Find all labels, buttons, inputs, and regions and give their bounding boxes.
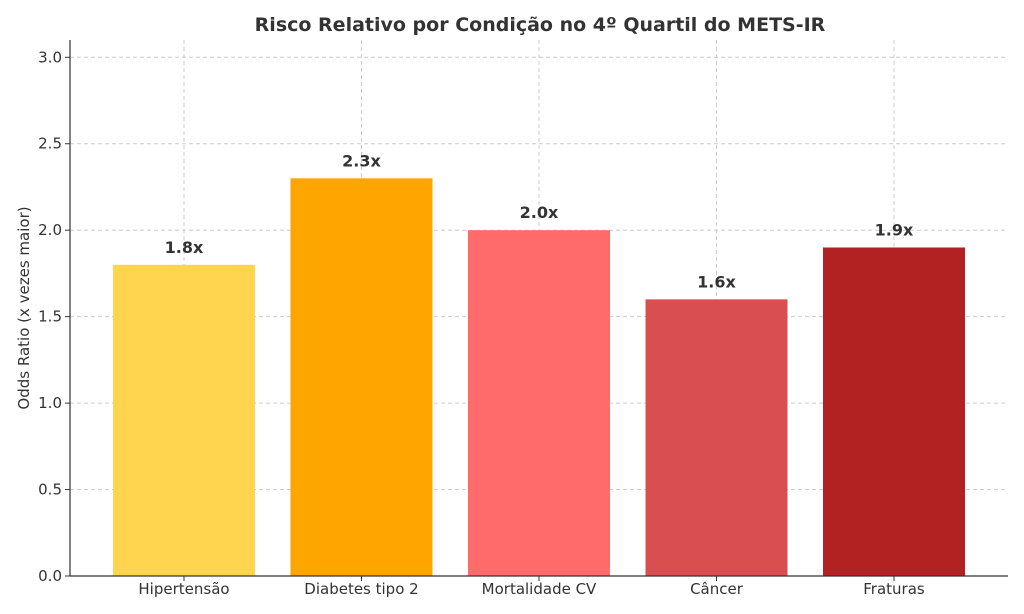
x-tick-label: Hipertensão xyxy=(138,580,229,598)
y-tick-label: 2.0 xyxy=(38,221,62,239)
x-tick-label: Mortalidade CV xyxy=(482,580,597,598)
x-tick-label: Diabetes tipo 2 xyxy=(304,580,418,598)
chart-title: Risco Relativo por Condição no 4º Quarti… xyxy=(255,14,826,36)
bar xyxy=(468,230,610,576)
bar xyxy=(823,247,965,576)
data-label: 1.6x xyxy=(697,272,736,291)
x-tick-label: Câncer xyxy=(690,580,744,598)
bar xyxy=(290,178,433,577)
data-label: 1.9x xyxy=(875,220,914,239)
x-tick-labels: Hipertensão Diabetes tipo 2 Mortalidade CV… xyxy=(138,576,925,598)
y-tick-label: 2.5 xyxy=(38,135,62,153)
x-tick-label: Fraturas xyxy=(863,580,925,598)
data-label: 2.0x xyxy=(520,203,559,222)
y-tick-labels: 0.0 0.5 1.0 1.5 2.0 2.5 3.0 xyxy=(38,48,70,585)
bars xyxy=(113,178,965,577)
y-tick-label: 0.0 xyxy=(38,567,62,585)
bar xyxy=(645,299,788,576)
data-labels: 1.8x 2.3x 2.0x 1.6x 1.9x xyxy=(165,151,914,291)
y-tick-label: 0.5 xyxy=(38,481,62,499)
data-label: 1.8x xyxy=(165,238,204,257)
data-label: 2.3x xyxy=(342,151,381,170)
y-tick-label: 1.5 xyxy=(38,308,62,326)
y-axis-label: Odds Ratio (x vezes maior) xyxy=(15,206,33,409)
bar xyxy=(113,264,255,576)
y-tick-label: 3.0 xyxy=(38,48,62,66)
y-tick-label: 1.0 xyxy=(38,394,62,412)
